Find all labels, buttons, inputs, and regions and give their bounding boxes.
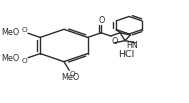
Text: O: O xyxy=(22,27,27,33)
Text: O: O xyxy=(69,71,75,77)
Text: O: O xyxy=(98,16,104,25)
Text: MeO: MeO xyxy=(1,54,19,63)
Text: MeO: MeO xyxy=(1,28,19,37)
Text: O: O xyxy=(22,58,27,64)
Text: O: O xyxy=(111,37,118,46)
Text: MeO: MeO xyxy=(62,73,80,82)
Text: HCl: HCl xyxy=(119,50,135,59)
Text: HN: HN xyxy=(126,41,138,50)
